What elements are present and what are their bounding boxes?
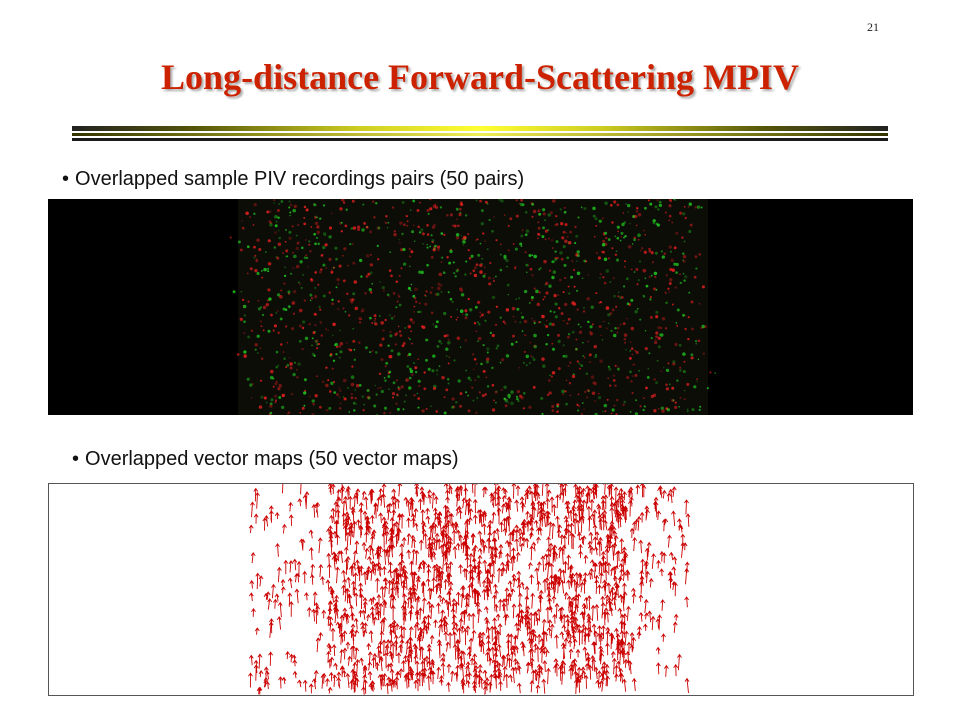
title-divider (72, 126, 888, 146)
bullet-text: Overlapped sample PIV recordings pairs (… (75, 168, 525, 190)
bullet-vector-maps: • Overlapped vector maps (50 vector maps) (72, 448, 459, 471)
vector-map-canvas (248, 484, 691, 695)
slide-title: Long-distance Forward-Scattering MPIV (161, 57, 799, 97)
bullet-marker: • (62, 168, 70, 190)
bullet-piv-recordings: • Overlapped sample PIV recordings pairs … (62, 168, 524, 191)
piv-recording-image (48, 199, 913, 415)
bullet-marker: • (72, 448, 80, 470)
divider-bar-top (72, 126, 888, 131)
divider-bar-middle (72, 133, 888, 136)
bullet-text: Overlapped vector maps (50 vector maps) (85, 448, 459, 470)
divider-bar-bottom (72, 138, 888, 141)
page-number: 21 (867, 20, 879, 34)
vector-map-image (48, 483, 914, 696)
piv-recording-canvas (229, 199, 717, 415)
